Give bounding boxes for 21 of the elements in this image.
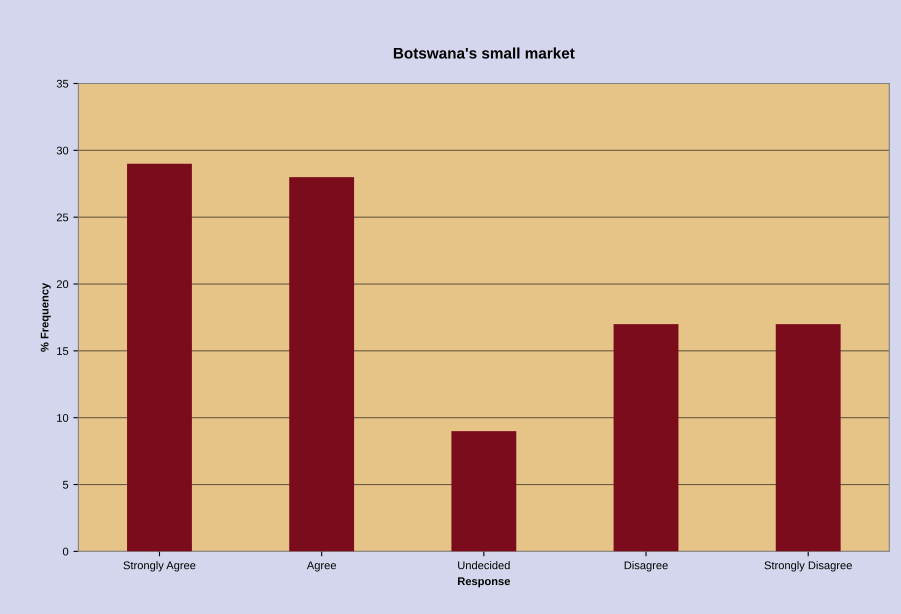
x-axis-title: Response bbox=[458, 577, 510, 588]
x-tick-label: Strongly Disagree bbox=[764, 561, 852, 572]
y-tick-label: 15 bbox=[57, 347, 68, 355]
x-tick-label: Undecided bbox=[458, 561, 510, 570]
bar bbox=[451, 431, 516, 552]
x-tick-label: Disagree bbox=[624, 561, 668, 572]
bar bbox=[289, 177, 354, 552]
x-tick-label: Strongly Agree bbox=[124, 561, 196, 572]
chart-title: Botswana's small market bbox=[394, 47, 575, 59]
y-tick-label: 25 bbox=[56, 213, 68, 222]
x-tick-label: Agree bbox=[306, 562, 336, 572]
y-tick-label: 10 bbox=[57, 414, 68, 422]
bar bbox=[614, 324, 678, 552]
y-tick-label: 5 bbox=[62, 480, 68, 489]
bar bbox=[776, 324, 841, 552]
y-tick-label: 0 bbox=[62, 548, 68, 556]
y-tick-label: 35 bbox=[56, 80, 68, 88]
y-axis-title: % Frequency bbox=[40, 282, 51, 352]
y-tick-label: 20 bbox=[56, 280, 68, 288]
bar bbox=[127, 164, 192, 552]
y-tick-label: 30 bbox=[56, 146, 68, 154]
